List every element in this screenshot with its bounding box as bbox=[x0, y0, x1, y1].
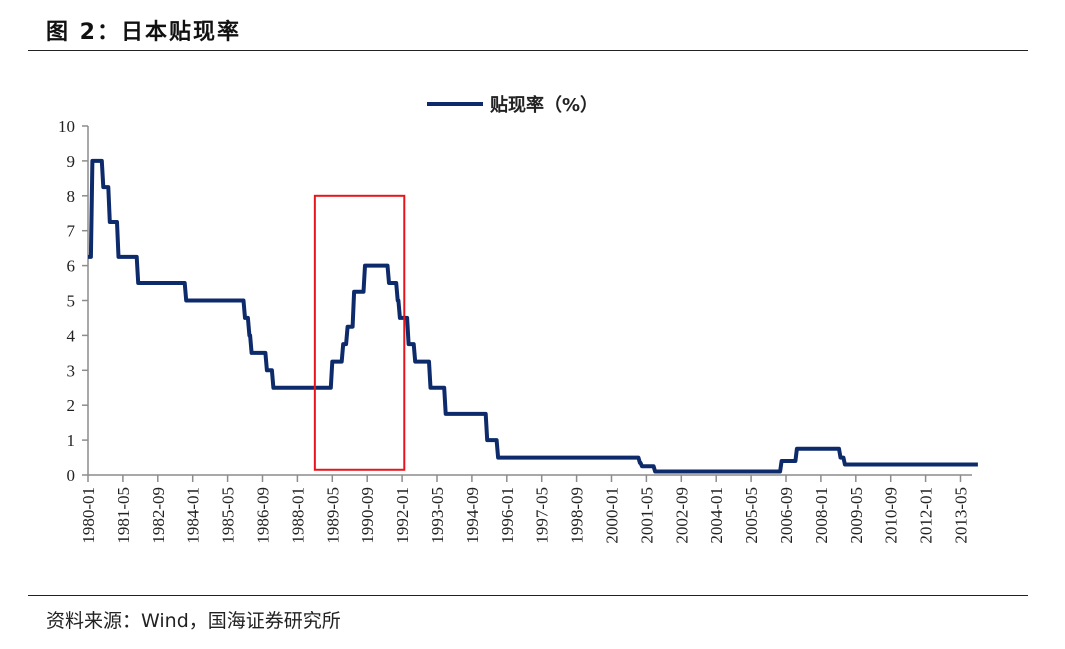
top-divider bbox=[28, 50, 1028, 51]
x-tick-label: 1986-09 bbox=[254, 487, 273, 544]
y-tick-label: 10 bbox=[58, 117, 75, 136]
x-tick-label: 2006-09 bbox=[777, 487, 796, 544]
y-tick-label: 6 bbox=[67, 257, 76, 276]
x-tick-label: 2001-05 bbox=[637, 487, 656, 544]
x-tick-label: 1996-01 bbox=[498, 487, 517, 544]
x-tick-label: 1998-09 bbox=[568, 487, 587, 544]
x-tick-label: 1992-01 bbox=[393, 487, 412, 544]
y-tick-label: 0 bbox=[67, 466, 76, 485]
y-tick-label: 5 bbox=[67, 292, 76, 311]
x-tick-label: 1985-05 bbox=[219, 487, 238, 544]
legend-label: 贴现率（%） bbox=[490, 94, 598, 116]
x-tick-label: 1982-09 bbox=[149, 487, 168, 544]
x-tick-label: 1989-05 bbox=[323, 487, 342, 544]
x-tick-label: 2004-01 bbox=[707, 487, 726, 544]
x-tick-label: 2008-01 bbox=[812, 487, 831, 544]
x-tick-label: 2002-09 bbox=[672, 487, 691, 544]
figure-title: 图 2：日本贴现率 bbox=[46, 20, 241, 45]
bottom-divider bbox=[28, 595, 1028, 596]
chart-legend: 贴现率（%） bbox=[427, 94, 598, 116]
x-tick-label: 2009-05 bbox=[847, 487, 866, 544]
x-tick-label: 2010-09 bbox=[882, 487, 901, 544]
x-tick-label: 1994-09 bbox=[463, 487, 482, 544]
y-tick-label: 2 bbox=[67, 396, 76, 415]
plot-area bbox=[88, 158, 979, 474]
x-tick-label: 1990-09 bbox=[358, 487, 377, 544]
highlight-box bbox=[313, 194, 406, 471]
y-tick-label: 9 bbox=[67, 152, 76, 171]
x-tick-label: 2012-01 bbox=[917, 487, 936, 544]
x-tick-label: 2005-05 bbox=[742, 487, 761, 544]
x-tick-label: 1988-01 bbox=[288, 487, 307, 544]
x-axis: 1980-01 1981-05 1982-09 1984-01 1985-05 1986-… bbox=[79, 474, 972, 544]
y-tick-label: 8 bbox=[67, 187, 76, 206]
y-tick-label: 4 bbox=[67, 326, 76, 345]
x-tick-label: 2013-05 bbox=[952, 487, 971, 544]
x-tick-label: 1980-01 bbox=[79, 487, 98, 544]
x-tick-label: 2000-01 bbox=[603, 487, 622, 544]
x-tick-label: 1993-05 bbox=[428, 487, 447, 544]
y-tick-label: 1 bbox=[67, 431, 76, 450]
discount-rate-line bbox=[88, 158, 979, 474]
y-tick-label: 3 bbox=[67, 361, 76, 380]
x-tick-label: 1997-05 bbox=[533, 487, 552, 544]
y-axis: 0 1 2 3 4 5 6 7 8 9 10 bbox=[58, 117, 89, 485]
source-note: 资料来源：Wind，国海证券研究所 bbox=[46, 610, 341, 632]
y-tick-label: 7 bbox=[67, 222, 76, 241]
x-tick-label: 1984-01 bbox=[184, 487, 203, 544]
x-tick-label: 1981-05 bbox=[114, 487, 133, 544]
